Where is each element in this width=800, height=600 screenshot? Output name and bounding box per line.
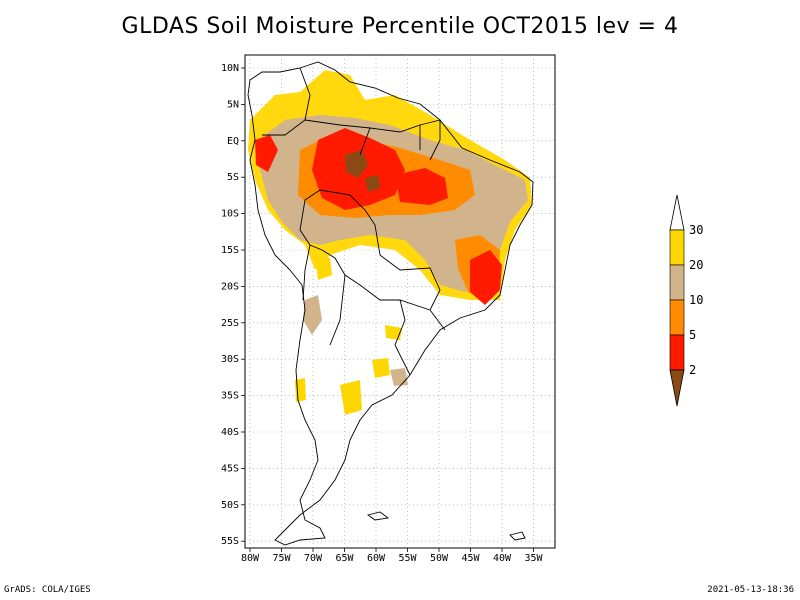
tierra-del-fuego bbox=[366, 511, 526, 541]
longitude-labels: 80W 75W 70W 65W 60W 55W 50W 45W 40W 35W bbox=[241, 548, 544, 564]
colorbar-arrow-bottom bbox=[669, 369, 685, 407]
footer-timestamp: 2021-05-13-18:36 bbox=[707, 585, 794, 595]
lat-label: EQ bbox=[227, 136, 239, 147]
colorbar-arrow-top bbox=[669, 194, 685, 231]
lon-label: 45W bbox=[461, 553, 480, 564]
colorbar-label-30: 30 bbox=[689, 223, 703, 237]
country-borders bbox=[262, 67, 446, 376]
lon-label: 35W bbox=[524, 553, 543, 564]
lat-label: 25S bbox=[221, 318, 239, 329]
south-america-outline bbox=[247, 61, 534, 546]
map-title: GLDAS Soil Moisture Percentile OCT2015 l… bbox=[121, 14, 679, 39]
colorbar-2-5 bbox=[669, 334, 685, 371]
footer-credit: GrADS: COLA/IGES bbox=[4, 585, 91, 595]
lat-label: 30S bbox=[221, 354, 239, 365]
lat-label: 45S bbox=[221, 463, 239, 474]
lat-label: 5S bbox=[227, 172, 239, 183]
lat-label: 10N bbox=[221, 63, 239, 74]
lat-label: 5N bbox=[227, 99, 239, 110]
lon-label: 65W bbox=[335, 553, 354, 564]
colorbar: 30 20 10 5 2 bbox=[669, 194, 703, 407]
lat-label: 20S bbox=[221, 281, 239, 292]
colorbar-label-20: 20 bbox=[689, 258, 703, 272]
lon-label: 40W bbox=[493, 553, 512, 564]
lon-label: 70W bbox=[304, 553, 323, 564]
lat-label: 35S bbox=[221, 391, 239, 402]
lon-label: 55W bbox=[398, 553, 417, 564]
lat-label: 50S bbox=[221, 500, 239, 511]
coastlines bbox=[247, 61, 534, 546]
lat-label: 40S bbox=[221, 427, 239, 438]
latitude-labels: 10N 5N EQ 5S 10S 15S 20S 25S 30S 35S 40S 45S 50S 55S bbox=[221, 63, 245, 547]
colorbar-5-10 bbox=[669, 299, 685, 336]
lon-label: 60W bbox=[367, 553, 386, 564]
colorbar-label-2: 2 bbox=[689, 363, 696, 377]
colorbar-20-30 bbox=[669, 229, 685, 266]
shade-below-2 bbox=[345, 150, 368, 178]
lat-label: 55S bbox=[221, 536, 239, 547]
lat-label: 10S bbox=[221, 209, 239, 220]
lon-label: 50W bbox=[430, 553, 449, 564]
colorbar-label-10: 10 bbox=[689, 293, 703, 307]
lat-label: 15S bbox=[221, 245, 239, 256]
percentile-shading bbox=[248, 70, 532, 415]
colorbar-10-20 bbox=[669, 264, 685, 301]
lon-label: 75W bbox=[272, 553, 291, 564]
colorbar-label-5: 5 bbox=[689, 328, 696, 342]
lon-label: 80W bbox=[241, 553, 260, 564]
